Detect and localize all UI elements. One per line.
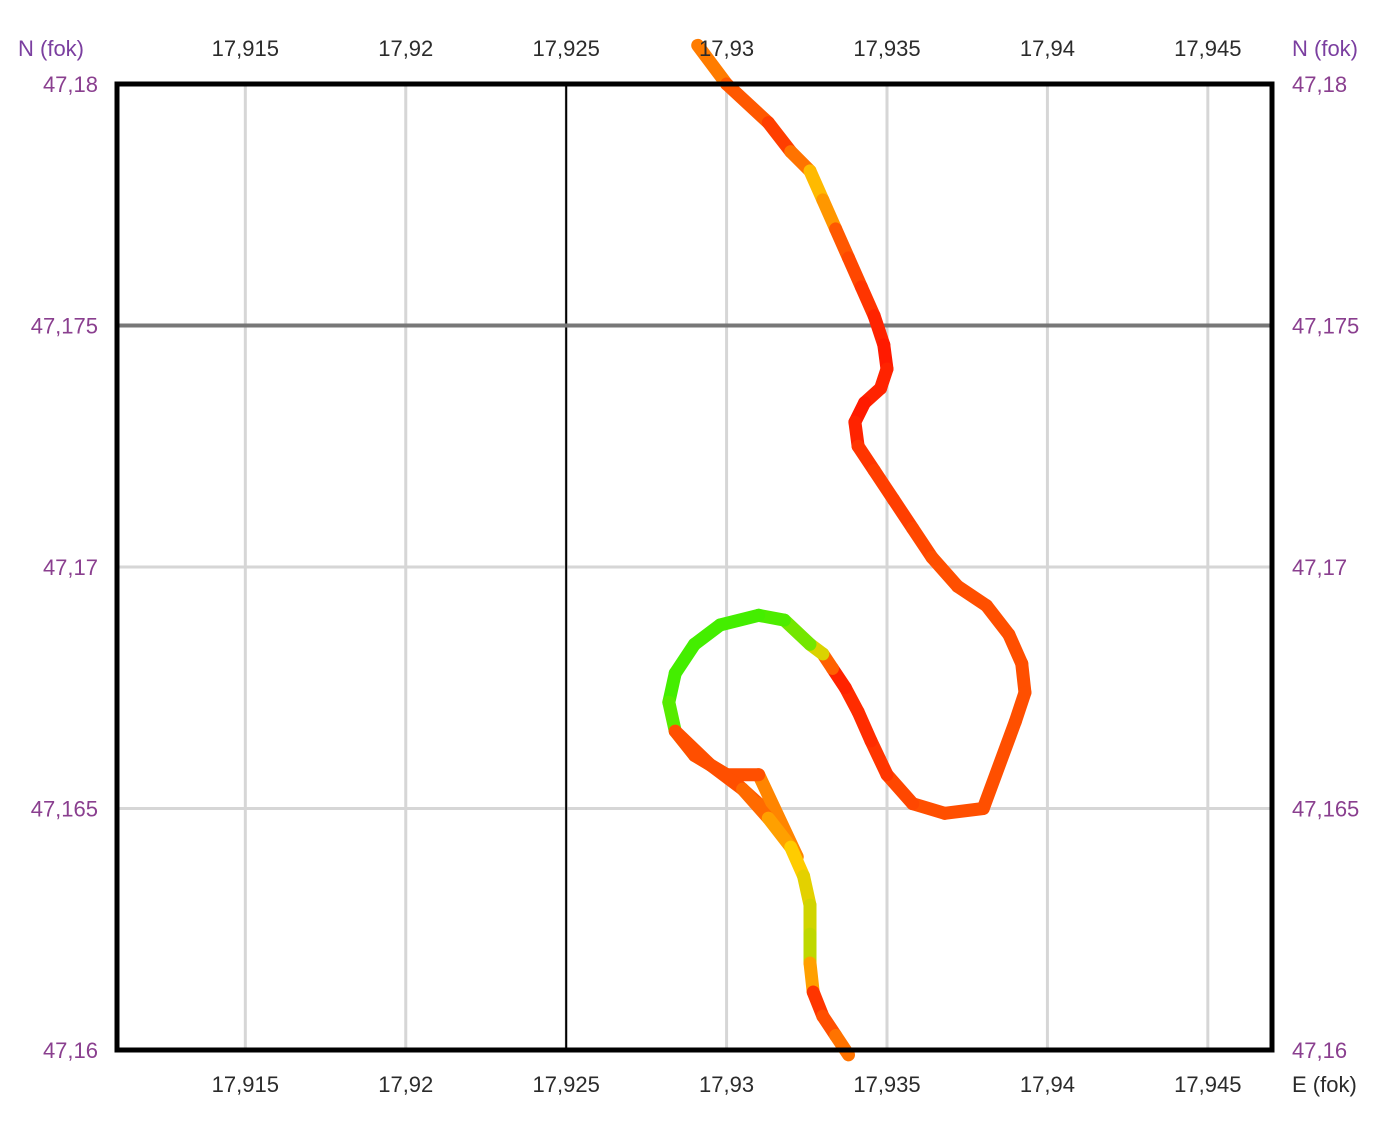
- y-tick-label-right: 47,18: [1292, 72, 1347, 97]
- y-tick-label-left: 47,16: [43, 1038, 98, 1063]
- y-tick-label-right: 47,165: [1292, 797, 1359, 822]
- x-tick-label-top: 17,945: [1174, 36, 1241, 61]
- y-axis-unit-left: N (fok): [18, 36, 84, 61]
- x-tick-label-bottom: 17,925: [533, 1072, 600, 1097]
- highlight-lines: [117, 84, 1272, 1050]
- speed-colored-track: [662, 38, 1032, 1062]
- track-segment: [720, 77, 775, 130]
- x-tick-label-top: 17,935: [853, 36, 920, 61]
- x-tick-label-top: 17,93: [699, 36, 754, 61]
- y-tick-label-left: 47,175: [31, 314, 98, 339]
- track-segment: [713, 608, 766, 632]
- y-tick-label-right: 47,175: [1292, 314, 1359, 339]
- track-segment: [976, 715, 1022, 815]
- x-tick-labels-bottom: 17,915 17,92 17,925 17,93 17,935 17,94 17,945: [212, 1072, 1242, 1097]
- x-tick-label-bottom: 17,945: [1174, 1072, 1241, 1097]
- track-segment: [704, 758, 750, 796]
- plot-frame: [114, 81, 1275, 1053]
- y-tick-label-left: 47,18: [43, 72, 98, 97]
- y-tick-label-left: 47,165: [31, 797, 98, 822]
- y-tick-label-left: 47,17: [43, 555, 98, 580]
- x-tick-label-top: 17,915: [212, 36, 279, 61]
- y-tick-labels-left: 47,16 47,165 47,17 47,175 47,18: [31, 72, 98, 1063]
- x-tick-labels-top: 17,915 17,92 17,925 17,93 17,935 17,94 17,945: [212, 36, 1242, 61]
- grid-lines: [117, 82, 1272, 1052]
- track-segment: [691, 38, 734, 91]
- x-tick-label-bottom: 17,935: [853, 1072, 920, 1097]
- y-axis-unit-right: N (fok): [1292, 36, 1358, 61]
- x-axis-unit: E (fok): [1292, 1072, 1357, 1097]
- y-tick-label-right: 47,17: [1292, 555, 1347, 580]
- y-tick-label-right: 47,16: [1292, 1038, 1347, 1063]
- x-tick-label-top: 17,92: [378, 36, 433, 61]
- x-tick-label-bottom: 17,915: [212, 1072, 279, 1097]
- y-tick-labels-right: 47,16 47,165 47,17 47,175 47,18: [1292, 72, 1359, 1063]
- track-segment: [668, 724, 718, 772]
- x-tick-label-bottom: 17,94: [1020, 1072, 1075, 1097]
- x-tick-label-bottom: 17,93: [699, 1072, 754, 1097]
- x-tick-label-bottom: 17,92: [378, 1072, 433, 1097]
- x-tick-label-top: 17,94: [1020, 36, 1075, 61]
- x-tick-label-top: 17,925: [533, 36, 600, 61]
